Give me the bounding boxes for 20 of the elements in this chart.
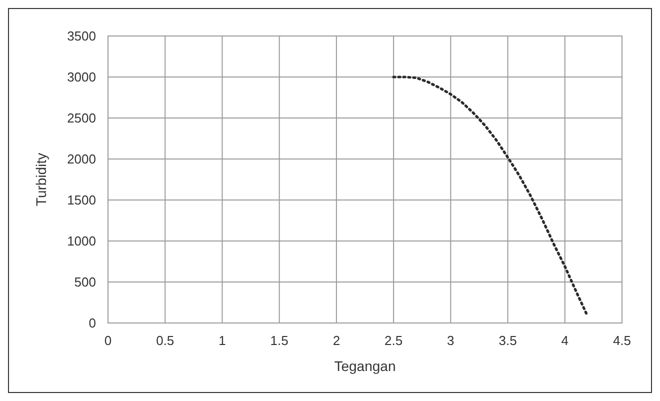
y-tick-label: 3500 xyxy=(67,28,96,44)
x-axis-title: Tegangan xyxy=(334,358,396,374)
x-tick-label: 2.5 xyxy=(384,333,403,348)
x-tick-label: 4.5 xyxy=(612,333,632,348)
y-tick-label: 1000 xyxy=(67,234,96,248)
x-tick-label: 4 xyxy=(561,333,569,348)
x-tick-label: 1.5 xyxy=(270,333,288,348)
x-tick-label: 0 xyxy=(104,333,112,348)
y-tick-label: 2000 xyxy=(67,152,96,166)
x-tick-label: 1 xyxy=(218,333,226,348)
x-tick-label: 0.5 xyxy=(156,333,174,348)
y-tick-label: 2500 xyxy=(67,110,96,126)
y-tick-label: 0 xyxy=(88,316,96,330)
y-tick-label: 500 xyxy=(74,274,96,290)
y-tick-label: 1500 xyxy=(67,192,96,208)
x-tick-label: 3.5 xyxy=(498,333,517,348)
y-tick-label: 3000 xyxy=(67,70,96,84)
x-tick-label: 3 xyxy=(447,333,454,348)
x-tick-label: 2 xyxy=(332,333,340,348)
y-axis-title: Turbidity xyxy=(33,152,49,206)
